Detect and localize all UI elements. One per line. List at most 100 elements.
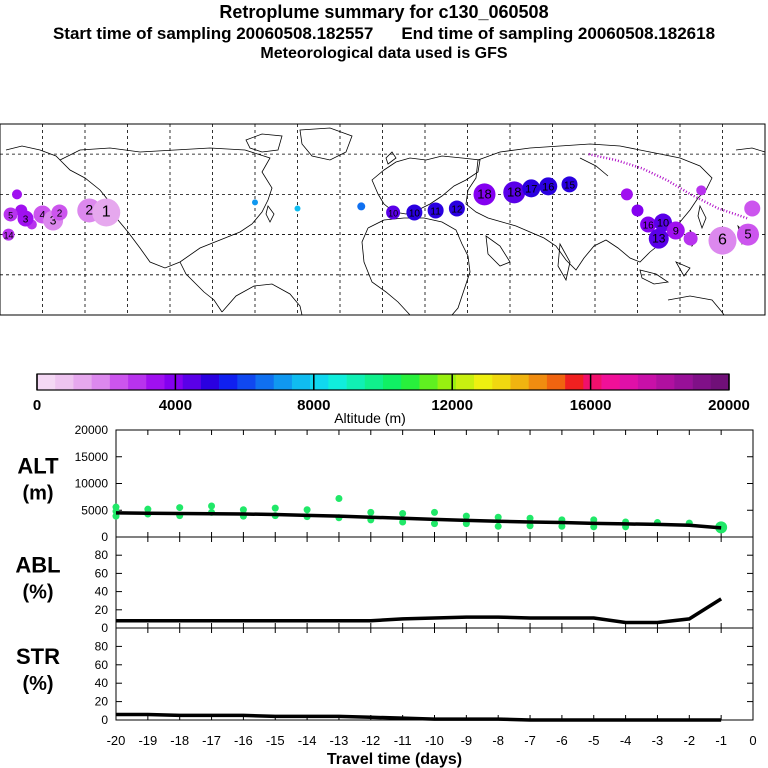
x-tick-label: -15 (266, 733, 285, 748)
colorbar-swatch (437, 374, 457, 390)
plume-day-label: 11 (430, 206, 441, 217)
colorbar-swatch (364, 374, 384, 390)
y-tick-label: 0 (101, 621, 108, 635)
panel-frame (115, 536, 754, 629)
particle-point (494, 513, 502, 521)
plume-marker (640, 216, 657, 233)
x-tick-label: 0 (749, 733, 756, 748)
colorbar-swatch (528, 374, 548, 390)
colorbar-swatch (583, 374, 602, 390)
x-tick-label: -18 (170, 733, 189, 748)
plume-marker (357, 202, 366, 211)
particle-point (144, 505, 152, 513)
plume-day-label: 2 (85, 201, 93, 217)
colorbar-swatch (455, 374, 475, 390)
panel-label-name: ALT (17, 454, 59, 479)
y-tick-label: 40 (95, 585, 109, 599)
colorbar-swatch (492, 374, 511, 390)
panel-label-unit: (m) (22, 483, 53, 505)
plume-marker (406, 204, 423, 221)
x-tick-label: -5 (588, 733, 600, 748)
particle-point (303, 506, 311, 514)
x-tick-label: -6 (556, 733, 568, 748)
plume-day-label: 3 (50, 214, 57, 228)
plume-marker (252, 199, 258, 206)
altitude-colorbar: 0 4000 8000 12000 16000 20000 (33, 373, 750, 414)
plume-day-label: 16 (542, 181, 554, 193)
plume-marker (683, 231, 698, 246)
plume-marker (17, 210, 34, 227)
particle-point (335, 494, 343, 502)
colorbar-swatch (91, 374, 111, 390)
y-tick-label: 0 (101, 713, 108, 727)
colorbar-swatch (164, 374, 183, 390)
plume-day-label: 9 (673, 226, 679, 238)
colorbar-swatch (255, 374, 275, 390)
colorbar-swatch (328, 374, 347, 390)
met-data-label: Meteorological data used is GFS (260, 45, 508, 62)
colorbar-swatch (237, 374, 256, 390)
x-tick-label: -4 (620, 733, 632, 748)
colorbar-swatch (55, 374, 74, 390)
plume-marker (386, 205, 401, 220)
map-graticule (0, 124, 765, 315)
plume-marker (294, 205, 301, 212)
x-tick-label: -14 (298, 733, 317, 748)
colorbar-swatch (200, 374, 220, 390)
x-tick-label: -1 (715, 733, 727, 748)
plume-marker (12, 189, 22, 200)
x-tick-label: -9 (461, 733, 473, 748)
colorbar-swatch (619, 374, 639, 390)
colorbar-tick-label: 20000 (708, 397, 750, 414)
colorbar-swatch (182, 374, 202, 390)
plume-marker (744, 200, 761, 217)
panel-0: 0 5000 10000 15000 20000 ALT (m) (17, 423, 754, 544)
y-tick-label: 60 (95, 566, 109, 580)
plume-day-label: 5 (8, 210, 13, 220)
x-axis-label: Travel time (days) (327, 751, 462, 768)
particle-point (526, 514, 534, 522)
colorbar-label: Altitude (m) (334, 410, 406, 426)
particle-point (239, 506, 247, 514)
colorbar-swatch (474, 374, 493, 390)
plume-day-label: 15 (564, 180, 576, 191)
plume-day-label: 18 (507, 184, 521, 199)
colorbar-swatch (565, 374, 584, 390)
colorbar-swatch (291, 374, 311, 390)
end-time-label: End time of sampling 20060508.182618 (401, 24, 716, 43)
y-tick-label: 15000 (75, 450, 109, 464)
colorbar-swatch (692, 374, 712, 390)
x-tick-label: -13 (330, 733, 349, 748)
panel-label-name: ABL (15, 553, 60, 578)
y-tick-label: 20 (95, 603, 109, 617)
colorbar-swatch (383, 374, 402, 390)
particle-point (558, 522, 566, 530)
y-tick-label: 10000 (75, 477, 109, 491)
plume-marker (539, 177, 558, 196)
chart-title: Retroplume summary for c130_060508 (219, 2, 549, 22)
plume-day-label: 14 (3, 231, 13, 241)
y-tick-label: 20000 (75, 423, 109, 437)
y-tick-label: 0 (101, 530, 108, 544)
colorbar-swatch (637, 374, 657, 390)
particle-point (494, 522, 502, 530)
colorbar-tick-label: 4000 (159, 397, 192, 414)
plume-day-label: 10 (388, 208, 398, 218)
plume-day-label: 10 (409, 208, 421, 219)
colorbar-swatch (710, 374, 730, 390)
plume-marker (708, 226, 737, 255)
colorbar-swatch (674, 374, 693, 390)
particle-point (176, 504, 184, 512)
particle-point (399, 518, 407, 526)
plume-day-label: 17 (525, 183, 537, 195)
x-tick-label: -3 (652, 733, 664, 748)
plume-day-label: 3 (23, 214, 29, 225)
plume-marker (696, 185, 707, 196)
plume-track (588, 152, 749, 220)
colorbar-swatch (146, 374, 165, 390)
plume-day-label: 12 (451, 204, 463, 215)
x-tick-label: -16 (234, 733, 253, 748)
